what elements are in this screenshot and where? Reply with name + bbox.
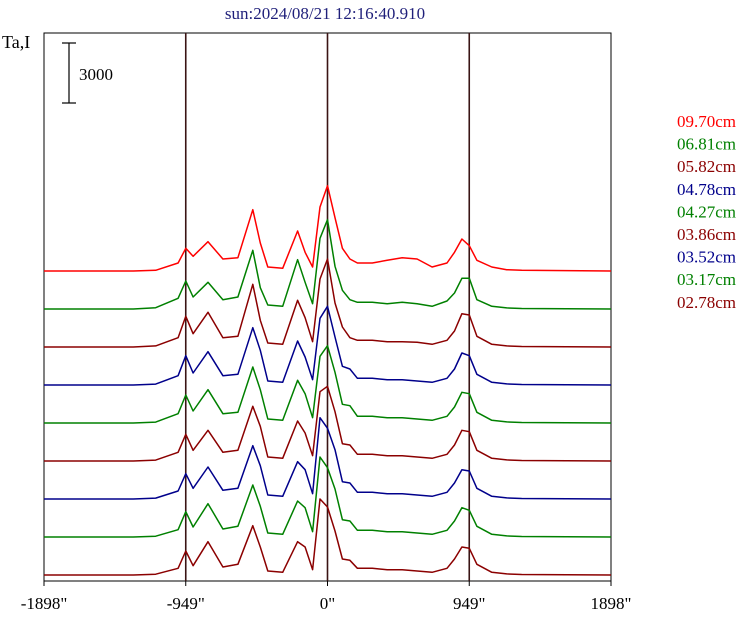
legend-entry: 04.27cm bbox=[677, 202, 736, 221]
scale-bar: 3000 bbox=[62, 42, 113, 104]
legend-entry: 04.78cm bbox=[677, 180, 736, 199]
x-tick-label: 949" bbox=[453, 594, 485, 613]
chart-title: sun:2024/08/21 12:16:40.910 bbox=[225, 4, 425, 23]
x-tick-label: -1898" bbox=[21, 594, 68, 613]
legend-entry: 03.52cm bbox=[677, 248, 736, 267]
y-axis-label: Ta,I bbox=[2, 32, 30, 52]
legend-entry: 02.78cm bbox=[677, 293, 736, 312]
x-tick-label: -949" bbox=[167, 594, 205, 613]
series-line bbox=[44, 498, 612, 576]
legend-entry: 09.70cm bbox=[677, 112, 736, 131]
legend-entry: 06.81cm bbox=[677, 135, 736, 154]
series-line bbox=[44, 344, 612, 424]
legend-entry: 03.86cm bbox=[677, 225, 736, 244]
series-line bbox=[44, 385, 612, 462]
legend-entry: 03.17cm bbox=[677, 270, 736, 289]
series-line bbox=[44, 258, 612, 348]
series-line bbox=[44, 218, 612, 310]
x-axis-ticks: -1898" -949" 0" 949" 1898" bbox=[21, 581, 632, 613]
x-tick-label: 0" bbox=[320, 594, 335, 613]
legend: 09.70cm 06.81cm 05.82cm 04.78cm 04.27cm 03.86… bbox=[677, 112, 736, 312]
legend-entry: 05.82cm bbox=[677, 157, 736, 176]
series-line bbox=[44, 416, 612, 500]
scale-bar-label: 3000 bbox=[79, 65, 113, 84]
series-line bbox=[44, 305, 612, 386]
series-lines bbox=[44, 184, 612, 576]
x-tick-label: 1898" bbox=[591, 594, 632, 613]
series-line bbox=[44, 184, 612, 272]
series-line bbox=[44, 456, 612, 538]
